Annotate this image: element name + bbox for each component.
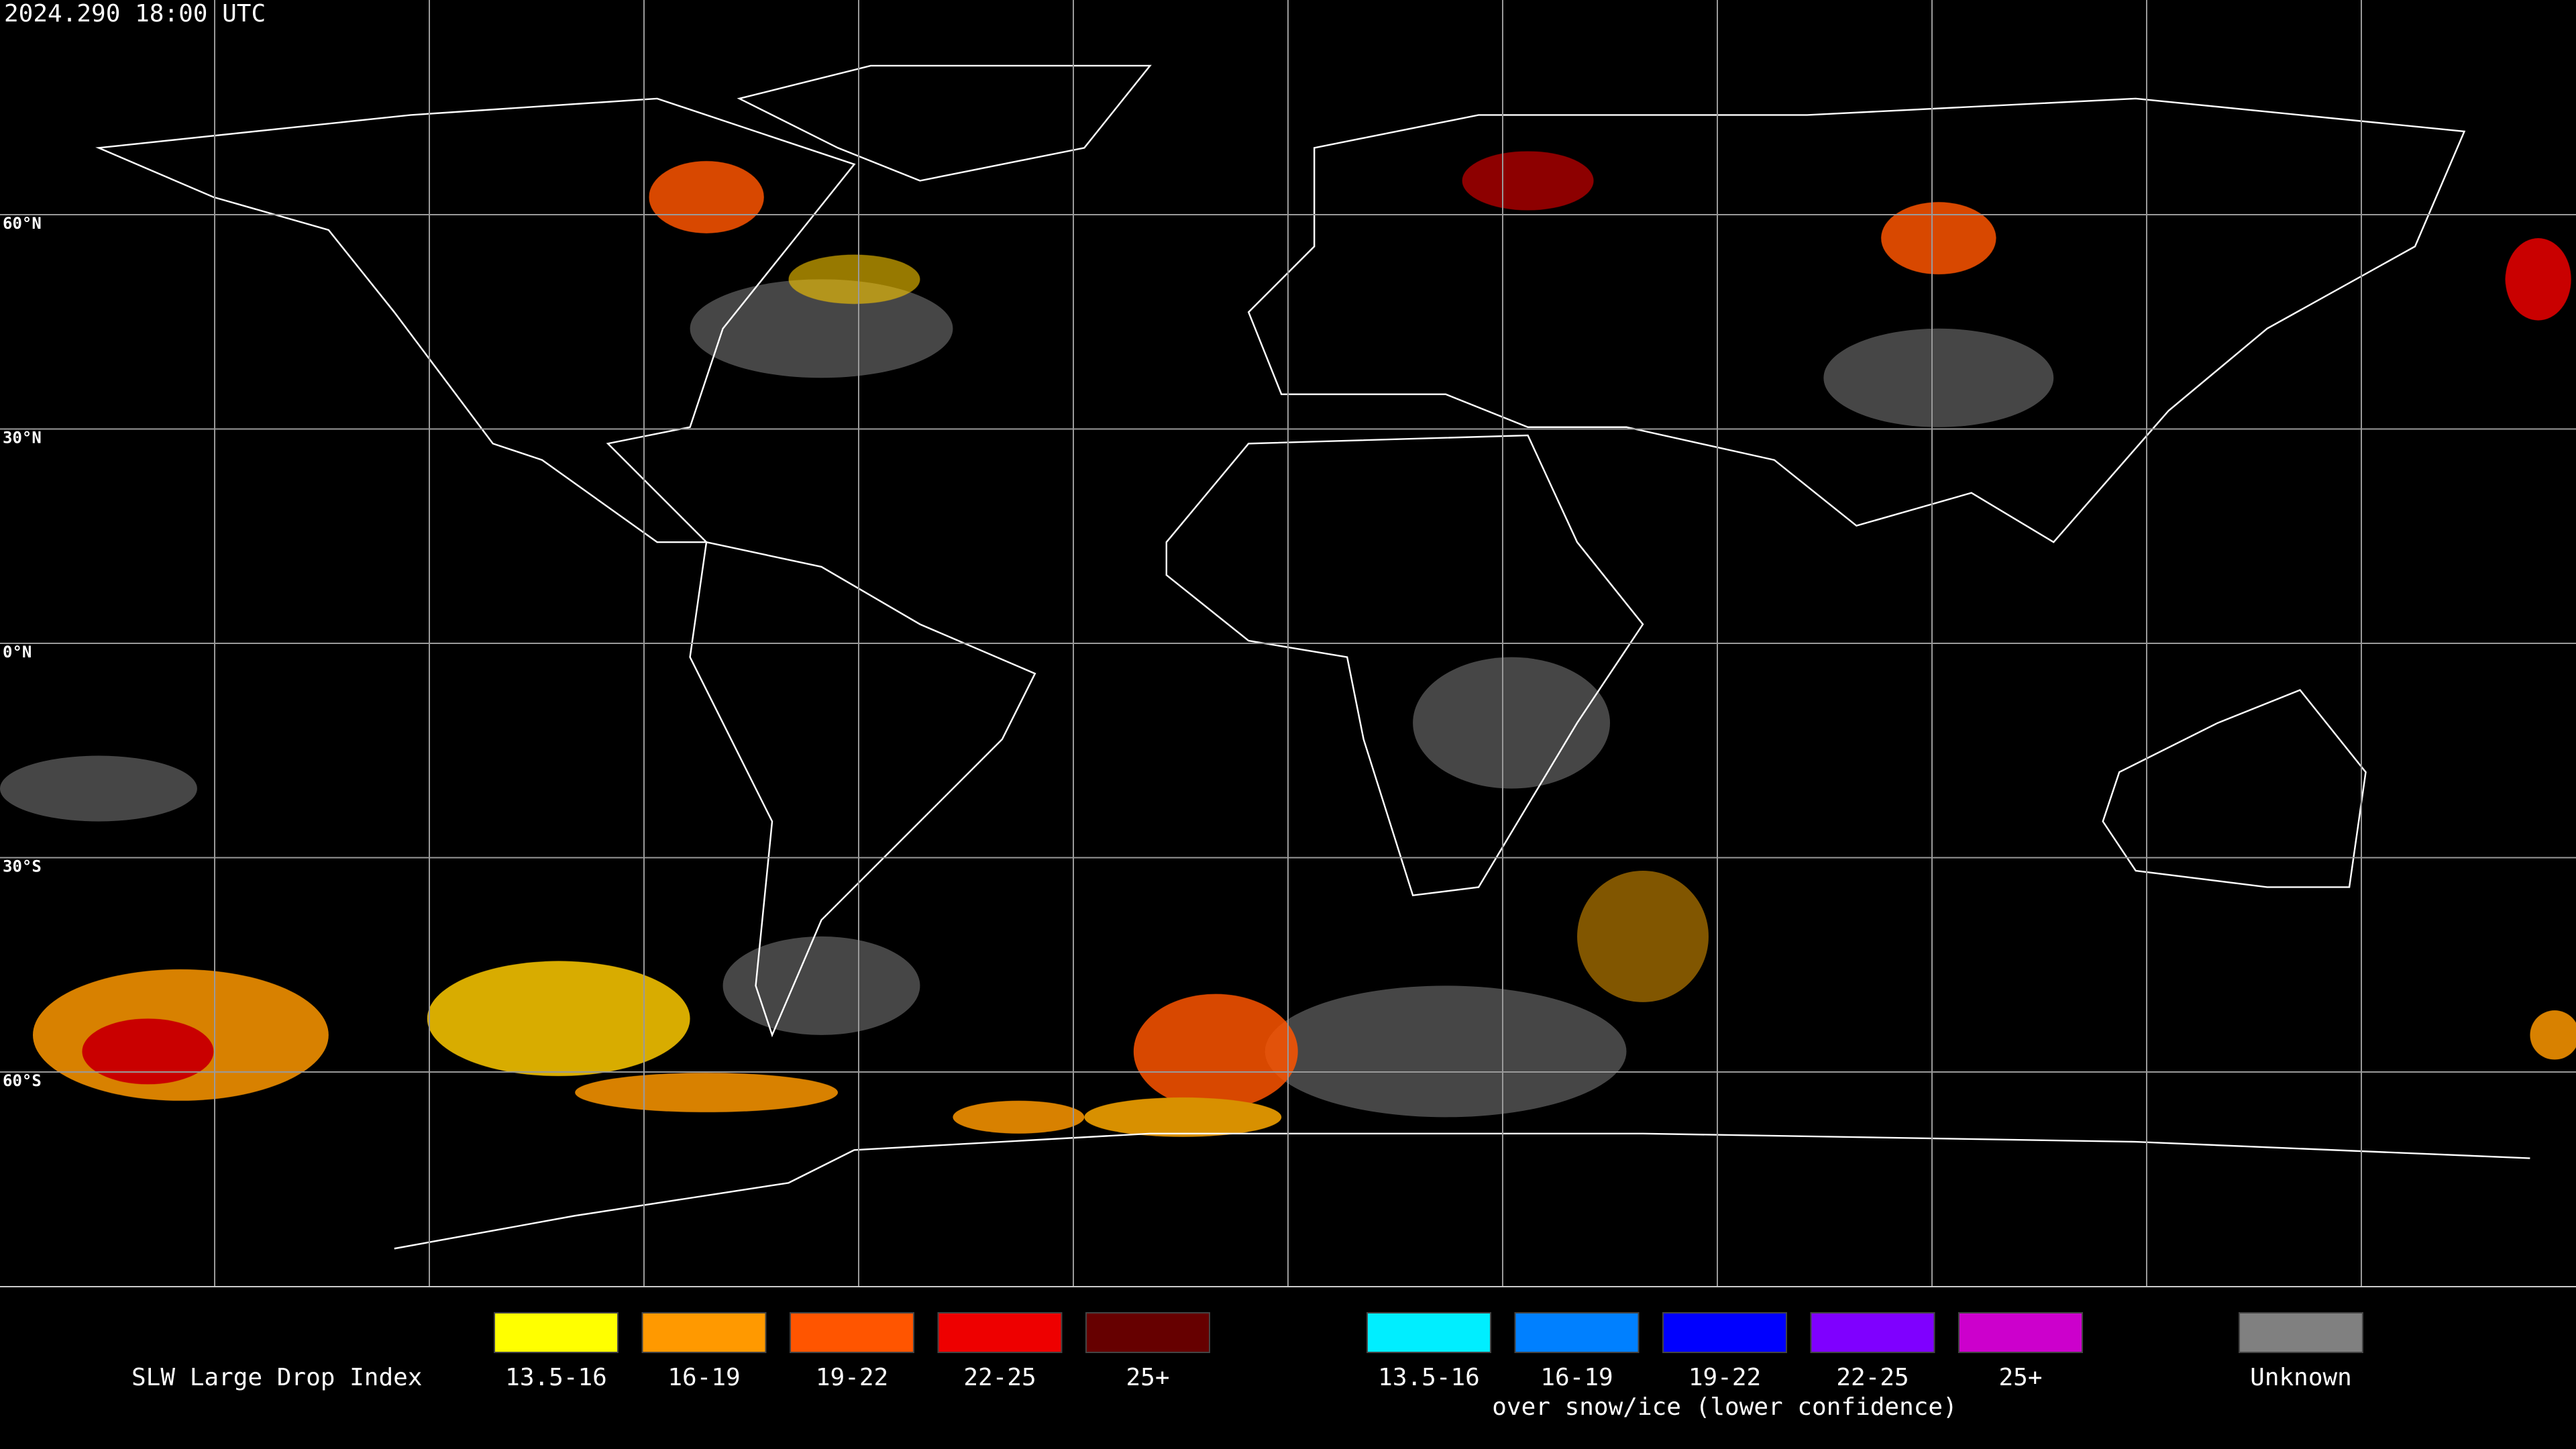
latitude-label: 30°N	[3, 429, 42, 447]
legend-swatch	[494, 1312, 619, 1353]
map-art	[0, 64, 2576, 1250]
latitude-label: 60°S	[3, 1071, 42, 1090]
legend-label: 19-22	[1688, 1364, 1761, 1391]
legend-label: 22-25	[963, 1364, 1036, 1391]
drop-index-fields	[32, 151, 2576, 1137]
legend-label: 19-22	[816, 1364, 888, 1391]
legend-swatch	[937, 1312, 1063, 1353]
legend-title: SLW Large Drop Index	[131, 1364, 422, 1391]
legend: 13.5-16 16-19 19-22 22-25 25+ 13.5-16 16-19 19-…	[494, 1312, 2363, 1421]
timestamp: 2024.290 18:00 UTC	[4, 0, 266, 28]
legend-swatch	[1958, 1312, 2083, 1353]
legend-label: 25+	[1126, 1364, 1169, 1391]
legend-swatch	[1366, 1312, 1491, 1353]
coastlines	[95, 64, 2530, 1250]
legend-swatch	[1514, 1312, 1640, 1353]
legend-label: Unknown	[2250, 1364, 2352, 1391]
legend-swatch	[1810, 1312, 1935, 1353]
legend-label: 16-19	[1540, 1364, 1613, 1391]
legend-label: 22-25	[1836, 1364, 1909, 1391]
cloud-fields	[0, 279, 2054, 1118]
legend-swatch	[1662, 1312, 1787, 1353]
legend-label: 25+	[1998, 1364, 2042, 1391]
legend-swatch	[1085, 1312, 1210, 1353]
graticule: 60°N 30°N 0°N 30°S 60°S	[0, 0, 2576, 1287]
latitude-label: 30°S	[3, 857, 42, 876]
legend-label: 16-19	[667, 1364, 740, 1391]
legend-swatch	[2239, 1312, 2363, 1353]
legend-label: 13.5-16	[1378, 1364, 1480, 1391]
legend-swatch	[790, 1312, 914, 1353]
latitude-label: 0°N	[3, 643, 32, 661]
legend-swatch	[641, 1312, 767, 1353]
legend-label: 13.5-16	[505, 1364, 607, 1391]
latitude-label: 60°N	[3, 214, 42, 233]
legend-caption: over snow/ice (lower confidence)	[1492, 1393, 1957, 1421]
